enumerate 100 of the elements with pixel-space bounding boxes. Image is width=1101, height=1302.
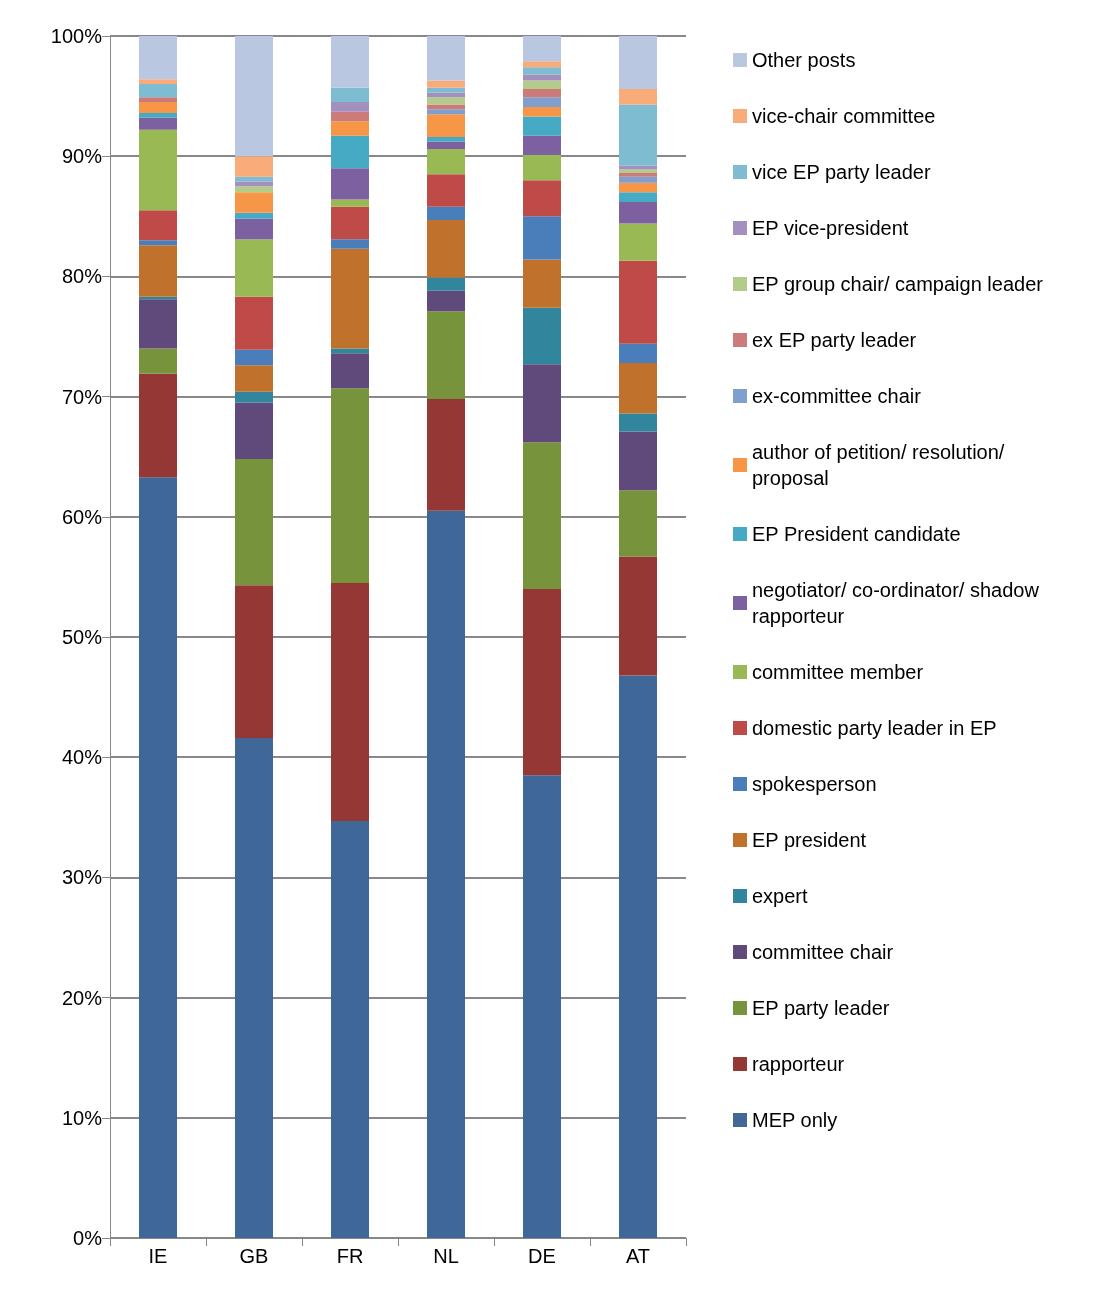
y-tick-label: 100% bbox=[50, 25, 103, 47]
bar bbox=[523, 67, 561, 75]
bar bbox=[619, 431, 657, 491]
legend-label: ex EP party leader bbox=[752, 329, 917, 351]
bar bbox=[427, 109, 465, 115]
bar bbox=[427, 174, 465, 207]
bar bbox=[235, 239, 273, 297]
bar bbox=[139, 97, 177, 103]
bar bbox=[139, 299, 177, 349]
bar bbox=[235, 391, 273, 403]
bar bbox=[619, 169, 657, 174]
y-tick-label: 30% bbox=[61, 866, 103, 889]
bar bbox=[139, 210, 177, 241]
bar bbox=[523, 97, 561, 107]
bar bbox=[619, 173, 657, 177]
legend-label: negotiator/ co-ordinator/ shadow rapporteur bbox=[752, 579, 1045, 627]
legend-label: author of petition/ resolution/ proposal bbox=[752, 441, 1010, 489]
bar bbox=[331, 353, 369, 389]
legend-label: committee member bbox=[752, 661, 924, 683]
bar bbox=[139, 373, 177, 478]
bar bbox=[427, 277, 465, 291]
bar bbox=[523, 588, 561, 776]
y-tick-label: 60% bbox=[61, 505, 103, 528]
x-tick-label: AT bbox=[625, 1245, 651, 1267]
bar bbox=[331, 111, 369, 122]
bar bbox=[427, 114, 465, 137]
bar bbox=[523, 364, 561, 443]
bar bbox=[523, 36, 561, 62]
bar bbox=[619, 413, 657, 432]
y-tick-label: 90% bbox=[61, 145, 103, 168]
bar bbox=[139, 117, 177, 130]
bar bbox=[139, 129, 177, 211]
y-tick-label: 0% bbox=[73, 1227, 103, 1249]
bar bbox=[427, 311, 465, 399]
bar bbox=[235, 296, 273, 350]
y-tick-label: 40% bbox=[61, 746, 103, 769]
bar bbox=[619, 343, 657, 363]
legend-label: vice-chair committee bbox=[752, 105, 936, 127]
bar bbox=[331, 248, 369, 349]
bar bbox=[523, 180, 561, 217]
x-tick-label: IE bbox=[148, 1245, 168, 1267]
bar bbox=[235, 402, 273, 460]
bar bbox=[619, 675, 657, 1238]
legend-label: EP President candidate bbox=[752, 523, 961, 545]
legend-label: EP group chair/ campaign leader bbox=[752, 273, 1044, 295]
x-tick-label: GB bbox=[239, 1245, 269, 1267]
legend-label: expert bbox=[752, 885, 809, 907]
bar bbox=[331, 388, 369, 583]
y-tick-label: 10% bbox=[61, 1106, 103, 1129]
bar bbox=[523, 155, 561, 181]
bar bbox=[235, 459, 273, 586]
legend-label: committee chair bbox=[752, 941, 894, 963]
legend-label: ex-committee chair bbox=[752, 385, 922, 407]
bar bbox=[523, 61, 561, 68]
bar bbox=[427, 97, 465, 105]
bar bbox=[139, 348, 177, 374]
y-tick-label: 80% bbox=[61, 265, 103, 288]
bar bbox=[619, 223, 657, 261]
bar bbox=[523, 442, 561, 589]
bar bbox=[619, 182, 657, 193]
bar bbox=[235, 349, 273, 366]
y-tick-label: 20% bbox=[61, 986, 103, 1009]
bar bbox=[235, 192, 273, 213]
bar bbox=[619, 192, 657, 202]
legend-label: rapporteur bbox=[752, 1053, 845, 1075]
bar bbox=[235, 156, 273, 177]
bar bbox=[427, 510, 465, 1238]
bar bbox=[235, 186, 273, 193]
bar bbox=[427, 136, 465, 142]
bar bbox=[427, 36, 465, 81]
bar bbox=[523, 88, 561, 98]
bar bbox=[139, 245, 177, 297]
bar bbox=[331, 36, 369, 88]
bar bbox=[139, 36, 177, 80]
x-tick-label: NL bbox=[433, 1245, 459, 1267]
legend-label: EP vice-president bbox=[752, 217, 909, 239]
bar bbox=[331, 582, 369, 821]
bar bbox=[523, 307, 561, 365]
bar bbox=[523, 80, 561, 89]
bar bbox=[523, 259, 561, 308]
bar bbox=[619, 176, 657, 183]
bar bbox=[427, 141, 465, 149]
bar bbox=[619, 88, 657, 105]
bar bbox=[235, 365, 273, 392]
bar bbox=[235, 218, 273, 240]
bar bbox=[331, 102, 369, 112]
bar bbox=[139, 84, 177, 98]
bar bbox=[523, 106, 561, 117]
bar bbox=[139, 112, 177, 118]
bar bbox=[331, 121, 369, 136]
bar bbox=[427, 219, 465, 278]
bar bbox=[619, 362, 657, 414]
bar bbox=[331, 87, 369, 103]
bar bbox=[331, 820, 369, 1238]
bar bbox=[619, 260, 657, 344]
legend-label: spokesperson bbox=[752, 773, 877, 795]
bar bbox=[427, 80, 465, 88]
bar bbox=[235, 181, 273, 187]
bar bbox=[619, 36, 657, 89]
bar bbox=[331, 206, 369, 240]
